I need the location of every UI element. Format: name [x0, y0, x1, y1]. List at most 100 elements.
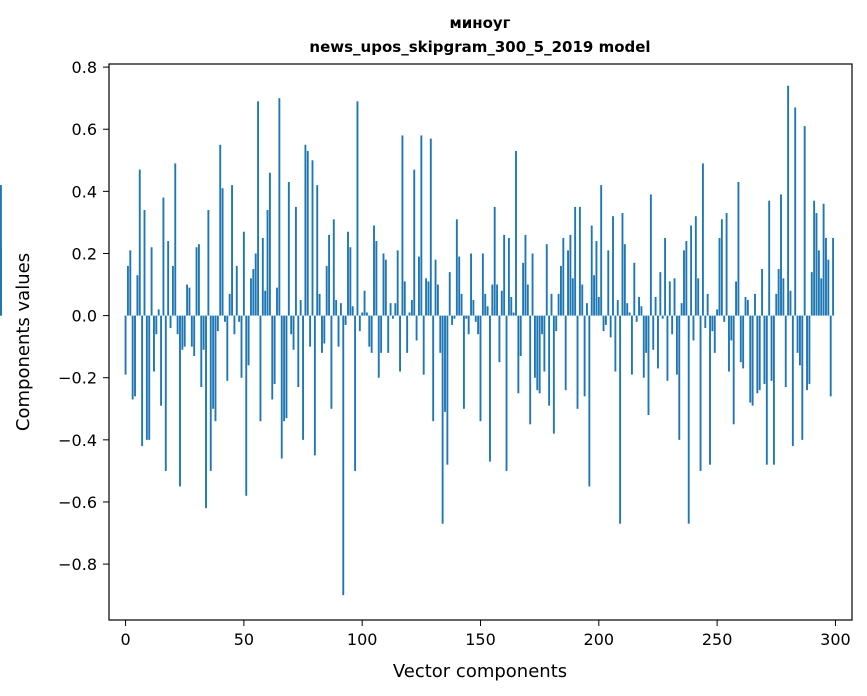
- bar-239: [690, 225, 693, 316]
- bar-299: [832, 237, 835, 316]
- bar-180: [550, 293, 553, 316]
- bar-19: [169, 315, 172, 329]
- bar-229: [666, 315, 669, 381]
- bar-59: [264, 290, 267, 316]
- bar-29: [193, 315, 196, 356]
- bar-156: [493, 206, 496, 316]
- bar-75: [302, 315, 304, 440]
- bar-224: [654, 296, 657, 316]
- bar-261: [742, 315, 745, 369]
- bar-238: [687, 315, 690, 524]
- bar-240: [692, 315, 695, 341]
- bar-193: [581, 284, 584, 316]
- bar-227: [661, 315, 664, 319]
- bar-21: [174, 163, 177, 316]
- bar-286: [801, 315, 804, 440]
- bar-31: [197, 244, 200, 316]
- bar-85: [325, 265, 328, 316]
- bar-64: [276, 287, 278, 316]
- bar-270: [763, 315, 766, 384]
- bar-32: [200, 315, 203, 388]
- bar-151: [481, 253, 484, 316]
- bar-170: [526, 284, 529, 316]
- bar-43: [226, 315, 229, 381]
- bar-153: [486, 306, 489, 316]
- bar-139: [453, 315, 456, 319]
- bar-228: [664, 237, 667, 316]
- bar-260: [739, 315, 742, 363]
- bar-53: [250, 278, 252, 316]
- bar-118: [403, 281, 406, 316]
- bar-199: [595, 241, 598, 316]
- bar-109: [382, 253, 385, 316]
- bar-103: [368, 315, 371, 347]
- bar-113: [392, 315, 394, 319]
- bar-190: [574, 206, 577, 316]
- bar-249: [713, 315, 716, 353]
- bar-171: [529, 315, 532, 425]
- bar-99: [358, 315, 361, 332]
- x-tick-label: 200: [584, 630, 615, 649]
- bar-244: [701, 163, 704, 316]
- bar-106: [375, 241, 378, 316]
- bar-18: [167, 241, 170, 316]
- bar-0: [124, 315, 127, 375]
- bar-259: [737, 182, 740, 316]
- bar-49: [240, 315, 243, 378]
- bar-155: [491, 284, 494, 316]
- x-tick-label: 0: [120, 630, 130, 649]
- bar-288: [806, 315, 808, 391]
- bar-series: [0, 85, 835, 596]
- bar-96: [351, 306, 354, 316]
- bar-134: [441, 315, 444, 524]
- y-tick-label: −0.4: [58, 431, 97, 450]
- bar-186: [564, 315, 567, 391]
- bar-125: [420, 135, 423, 316]
- bar-158: [498, 315, 501, 363]
- bar-200: [597, 296, 600, 316]
- bar-234: [678, 315, 681, 440]
- bar-204: [607, 250, 610, 316]
- bar-148: [474, 315, 477, 322]
- y-tick-label: 0.2: [72, 244, 97, 263]
- bar-235: [680, 303, 683, 316]
- y-tick-label: −0.8: [58, 555, 97, 574]
- bar-231: [671, 315, 674, 335]
- bar-130: [432, 315, 435, 422]
- bar-120: [408, 312, 411, 316]
- bar-77: [306, 150, 309, 316]
- bar-179: [548, 315, 551, 406]
- bar-183: [557, 293, 560, 316]
- bar-174: [536, 315, 539, 391]
- bar-192: [578, 206, 581, 316]
- y-tick-label: −0.2: [58, 369, 97, 388]
- bar-15: [160, 315, 162, 406]
- bar-24: [181, 315, 184, 350]
- bar-136: [446, 315, 449, 465]
- bar-66: [280, 315, 283, 459]
- bar-222: [649, 194, 652, 316]
- bar-1: [126, 265, 129, 316]
- bar-150: [479, 315, 482, 422]
- bar-35: [207, 209, 210, 316]
- bar-70: [290, 315, 293, 335]
- bar-220: [645, 315, 648, 353]
- bar-144: [465, 315, 468, 319]
- bar-232: [673, 278, 676, 316]
- bar-285: [799, 315, 801, 366]
- bar-2: [129, 250, 132, 316]
- bar-52: [247, 315, 250, 366]
- bar-219: [642, 315, 645, 378]
- bar-38: [214, 315, 217, 422]
- bar-176: [541, 315, 543, 335]
- bar-243: [699, 315, 702, 471]
- bar-293: [817, 250, 820, 316]
- y-tick-label: 0.8: [72, 58, 97, 77]
- bar-9: [145, 315, 148, 440]
- bar-215: [633, 262, 636, 316]
- bar-51: [245, 315, 248, 496]
- bar-122: [413, 169, 416, 316]
- bar-263: [746, 300, 749, 316]
- bar-22: [176, 315, 179, 335]
- bar-208: [616, 300, 619, 316]
